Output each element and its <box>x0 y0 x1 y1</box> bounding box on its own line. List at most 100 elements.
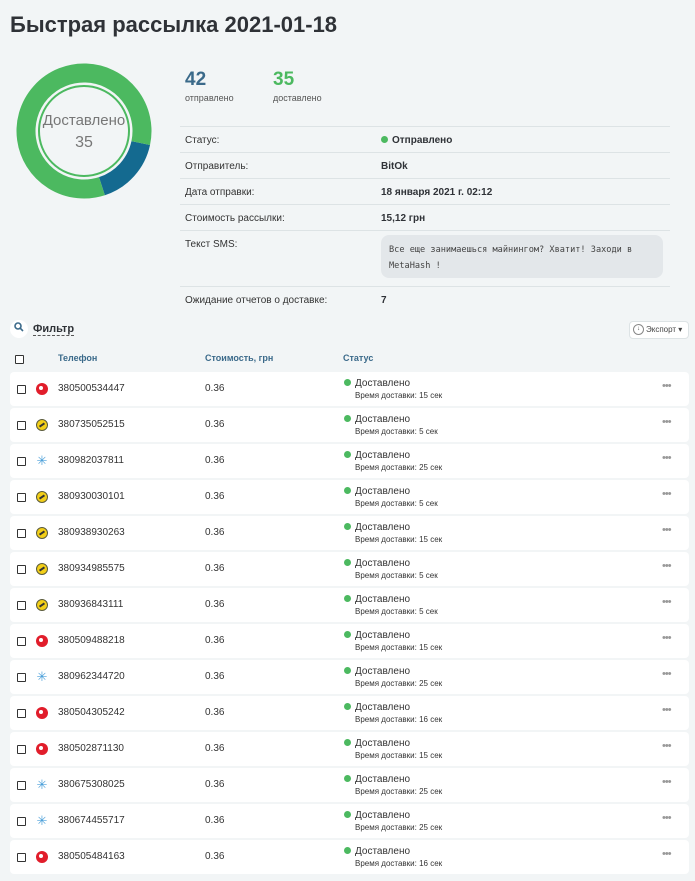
cost-cell: 0.36 <box>205 599 225 610</box>
table-row[interactable]: 380934985575 0.36 Доставлено Время доставки… <box>10 552 689 586</box>
info-row-date: Дата отправки: 18 января 2021 г. 02:12 <box>180 178 670 204</box>
operator-icon <box>36 707 48 719</box>
row-checkbox[interactable] <box>17 853 26 862</box>
waiting-label: Ожидание отчетов о доставке: <box>185 295 328 306</box>
row-checkbox[interactable] <box>17 745 26 754</box>
table-row[interactable]: 380936843111 0.36 Доставлено Время доставки… <box>10 588 689 622</box>
delivery-time-cell: Время доставки: 5 сек <box>355 427 438 436</box>
row-checkbox[interactable] <box>17 529 26 538</box>
header-phone[interactable]: Телефон <box>58 353 98 363</box>
row-checkbox[interactable] <box>17 817 26 826</box>
more-options-icon[interactable]: ••• <box>662 776 672 788</box>
table-row[interactable]: 380509488218 0.36 Доставлено Время доставки… <box>10 624 689 658</box>
status-dot-icon <box>344 811 351 818</box>
status-dot-icon <box>344 739 351 746</box>
delivery-time-cell: Время доставки: 16 сек <box>355 859 443 868</box>
more-options-icon[interactable]: ••• <box>662 632 672 644</box>
export-label: Экспорт <box>646 325 677 334</box>
phone-cell: 380930030101 <box>58 491 125 502</box>
more-options-icon[interactable]: ••• <box>662 668 672 680</box>
table-row[interactable]: ✳ 380674455717 0.36 Доставлено Время доставк… <box>10 804 689 838</box>
delivery-time-cell: Время доставки: 16 сек <box>355 715 443 724</box>
operator-icon: ✳ <box>36 777 48 792</box>
table-row[interactable]: 380735052515 0.36 Доставлено Время доставки… <box>10 408 689 442</box>
delivery-time-cell: Время доставки: 15 сек <box>355 751 443 760</box>
table-row[interactable]: 380505484163 0.36 Доставлено Время доставки… <box>10 840 689 874</box>
export-button[interactable]: ↓ Экспорт ▾ <box>629 321 689 339</box>
delivery-time-cell: Время доставки: 25 сек <box>355 823 443 832</box>
donut-slice-delivered <box>16 63 152 199</box>
status-cell: Доставлено <box>344 738 410 749</box>
waiting-value: 7 <box>381 295 387 306</box>
more-options-icon[interactable]: ••• <box>662 452 672 464</box>
status-cell: Доставлено <box>344 810 410 821</box>
more-options-icon[interactable]: ••• <box>662 380 672 392</box>
delivery-donut-chart <box>16 63 152 199</box>
table-row[interactable]: 380502871130 0.36 Доставлено Время доставки… <box>10 732 689 766</box>
status-cell: Доставлено <box>344 630 410 641</box>
delivery-time-cell: Время доставки: 15 сек <box>355 643 443 652</box>
phone-cell: 380502871130 <box>58 743 124 754</box>
sms-label: Текст SMS: <box>185 239 238 250</box>
status-dot-icon <box>344 451 351 458</box>
sms-text-bubble: Все еще занимаешься майнингом? Хватит! З… <box>381 235 663 278</box>
cost-cell: 0.36 <box>205 455 225 466</box>
row-checkbox[interactable] <box>17 709 26 718</box>
more-options-icon[interactable]: ••• <box>662 596 672 608</box>
row-checkbox[interactable] <box>17 421 26 430</box>
phone-cell: 380934985575 <box>58 563 125 574</box>
row-checkbox[interactable] <box>17 601 26 610</box>
info-row-sender: Отправитель: BitOk <box>180 152 670 178</box>
row-checkbox[interactable] <box>17 457 26 466</box>
status-cell: Доставлено <box>344 450 410 461</box>
select-all-checkbox[interactable] <box>15 355 24 364</box>
date-value: 18 января 2021 г. 02:12 <box>381 187 493 198</box>
table-row[interactable]: 380504305242 0.36 Доставлено Время доставки… <box>10 696 689 730</box>
row-checkbox[interactable] <box>17 493 26 502</box>
table-row[interactable]: ✳ 380675308025 0.36 Доставлено Время доставк… <box>10 768 689 802</box>
more-options-icon[interactable]: ••• <box>662 740 672 752</box>
status-label: Статус: <box>185 135 220 146</box>
more-options-icon[interactable]: ••• <box>662 704 672 716</box>
cost-value: 15,12 грн <box>381 213 426 224</box>
row-checkbox[interactable] <box>17 781 26 790</box>
delivered-caption: доставлено <box>273 93 322 103</box>
page-title: Быстрая рассылка 2021-01-18 <box>10 12 338 37</box>
phone-cell: 380504305242 <box>58 707 125 718</box>
filter-toggle[interactable]: Фильтр <box>10 320 75 338</box>
status-dot-icon <box>344 523 351 530</box>
more-options-icon[interactable]: ••• <box>662 812 672 824</box>
more-options-icon[interactable]: ••• <box>662 848 672 860</box>
table-row[interactable]: 380930030101 0.36 Доставлено Время доставки… <box>10 480 689 514</box>
phone-cell: 380936843111 <box>58 599 124 610</box>
more-options-icon[interactable]: ••• <box>662 416 672 428</box>
more-options-icon[interactable]: ••• <box>662 524 672 536</box>
header-cost[interactable]: Стоимость, грн <box>205 353 274 363</box>
delivery-time-cell: Время доставки: 25 сек <box>355 787 443 796</box>
status-dot-icon <box>344 631 351 638</box>
status-cell: Доставлено <box>344 666 410 677</box>
row-checkbox[interactable] <box>17 673 26 682</box>
status-dot-icon <box>344 559 351 566</box>
row-checkbox[interactable] <box>17 565 26 574</box>
download-icon: ↓ <box>633 324 644 336</box>
cost-cell: 0.36 <box>205 851 225 862</box>
header-status[interactable]: Статус <box>343 353 374 363</box>
row-checkbox[interactable] <box>17 637 26 646</box>
operator-icon: ✳ <box>36 813 48 828</box>
table-row[interactable]: 380500534447 0.36 Доставлено Время доставки… <box>10 372 689 406</box>
cost-cell: 0.36 <box>205 383 225 394</box>
info-row-cost: Стоимость рассылки: 15,12 грн <box>180 204 670 230</box>
table-row[interactable]: ✳ 380962344720 0.36 Доставлено Время доставк… <box>10 660 689 694</box>
status-dot-icon <box>344 847 351 854</box>
cost-cell: 0.36 <box>205 671 225 682</box>
row-checkbox[interactable] <box>17 385 26 394</box>
table-row[interactable]: ✳ 380982037811 0.36 Доставлено Время доставк… <box>10 444 689 478</box>
more-options-icon[interactable]: ••• <box>662 488 672 500</box>
status-cell: Доставлено <box>344 774 410 785</box>
sent-stat: 42 отправлено <box>185 69 234 103</box>
delivery-time-cell: Время доставки: 25 сек <box>355 679 443 688</box>
table-row[interactable]: 380938930263 0.36 Доставлено Время доставки… <box>10 516 689 550</box>
more-options-icon[interactable]: ••• <box>662 560 672 572</box>
info-row-sms: Текст SMS: Все еще занимаешься майнингом… <box>180 230 670 286</box>
